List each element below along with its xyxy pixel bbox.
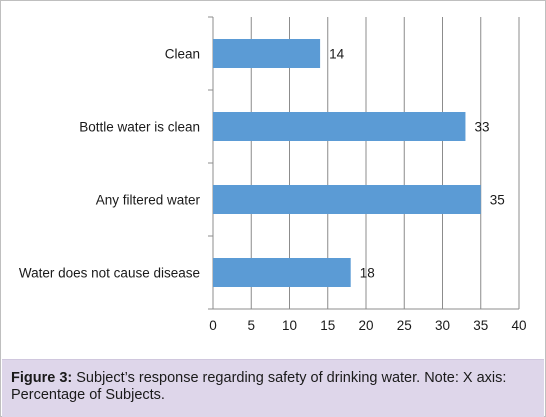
x-tick-label: 10 (282, 318, 297, 333)
bar (213, 258, 351, 287)
x-tick-label: 5 (247, 318, 255, 333)
data-label: 33 (474, 120, 489, 135)
data-label: 14 (329, 47, 345, 62)
bar (213, 112, 466, 141)
bar-chart: 0 5 10 15 20 25 30 35 40 Clean 14 Bottle water is c… (19, 16, 527, 333)
category-label: Bottle water is clean (79, 120, 200, 135)
category-label: Clean (165, 47, 200, 62)
x-tick-label: 40 (511, 318, 526, 333)
x-tick-label: 30 (435, 318, 450, 333)
category-label: Water does not cause disease (19, 266, 200, 281)
data-label: 35 (490, 193, 505, 208)
figure-caption: Figure 3: Subject’s response regarding s… (2, 359, 544, 417)
bar (213, 185, 481, 214)
x-tick-label: 25 (397, 318, 412, 333)
bar (213, 39, 321, 68)
caption-body: Subject’s response regarding safety of d… (11, 370, 507, 403)
caption-text: Figure 3: Subject’s response regarding s… (11, 370, 530, 404)
caption-label: Figure 3: (11, 370, 73, 386)
x-tick-label: 15 (320, 318, 335, 333)
category-label: Any filtered water (96, 193, 201, 208)
x-tick-label: 35 (473, 318, 488, 333)
data-label: 18 (360, 266, 375, 281)
x-tick-label: 0 (209, 318, 217, 333)
x-tick-label: 20 (358, 318, 373, 333)
